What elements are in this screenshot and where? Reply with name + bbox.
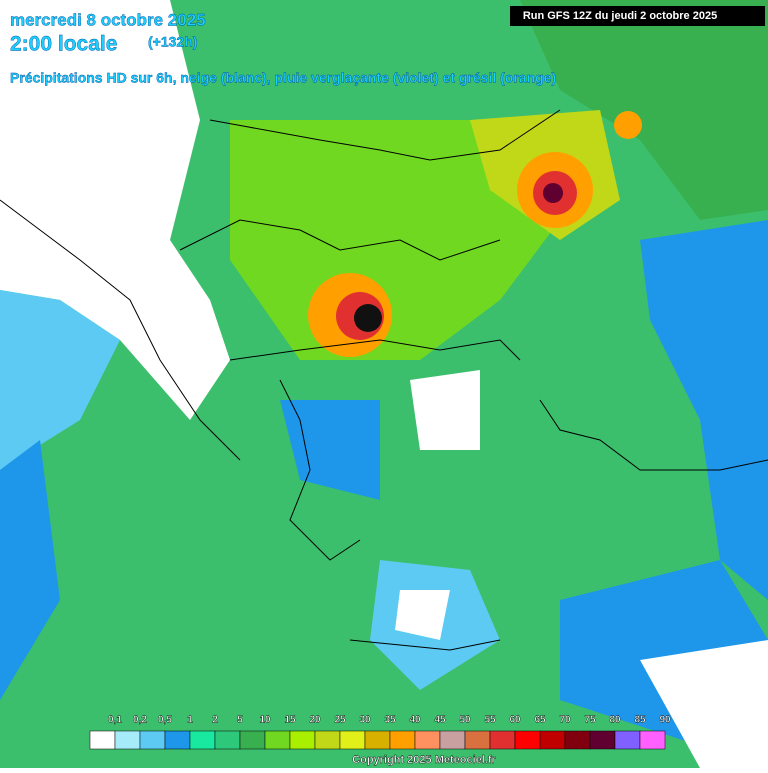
- legend-swatch: [589, 730, 616, 750]
- legend-label: 75: [584, 715, 596, 726]
- legend-label: 70: [559, 715, 571, 726]
- legend-swatch: [439, 730, 466, 750]
- legend-swatch: [614, 730, 641, 750]
- legend-swatch: [414, 730, 441, 750]
- legend-label: 30: [359, 715, 371, 726]
- legend-label: 0,1: [108, 715, 122, 726]
- legend-label: 65: [534, 715, 546, 726]
- legend-swatch: [239, 730, 266, 750]
- legend-label: 2: [212, 715, 218, 726]
- legend-swatch: [114, 730, 141, 750]
- legend-label: 80: [609, 715, 621, 726]
- date: mercredi 8 octobre 2025: [10, 10, 206, 29]
- legend-swatch: [264, 730, 291, 750]
- legend-label: 60: [509, 715, 521, 726]
- legend-label: 1: [187, 715, 193, 726]
- legend-swatch: [89, 730, 116, 750]
- legend-label: 85: [634, 715, 646, 726]
- offset: (+132h): [148, 34, 197, 50]
- legend-label: 0,2: [133, 715, 147, 726]
- borders: [0, 109, 768, 651]
- legend-swatch: [164, 730, 191, 750]
- legend-swatch: [639, 730, 666, 750]
- subtitle: Précipitations HD sur 6h, neige (blanc),…: [10, 70, 556, 86]
- copyright: Copyright 2025 Meteociel.fr: [352, 754, 496, 766]
- legend-label: 90: [659, 715, 671, 726]
- time: 2:00 locale: [10, 33, 117, 56]
- legend-label: 15: [284, 715, 296, 726]
- legend-label: 10: [259, 715, 271, 726]
- legend-label: 55: [484, 715, 496, 726]
- legend-swatch: [514, 730, 541, 750]
- legend-swatch: [489, 730, 516, 750]
- legend-label: 50: [459, 715, 471, 726]
- legend-label: 20: [309, 715, 321, 726]
- run-info: Run GFS 12Z du jeudi 2 octobre 2025: [523, 10, 717, 22]
- legend-label: 5: [237, 715, 243, 726]
- legend-swatch: [139, 730, 166, 750]
- legend-swatch: [214, 730, 241, 750]
- legend-label: 45: [434, 715, 446, 726]
- legend: 0,1 0,2 0,5 1 2 5 10 15 20 25 30 35 40 45 50 55 60 65 70 75…: [89, 714, 671, 750]
- legend-swatch: [189, 730, 216, 750]
- legend-swatch: [314, 730, 341, 750]
- run-box: [510, 6, 765, 26]
- legend-label: 25: [334, 715, 346, 726]
- legend-swatch: [289, 730, 316, 750]
- legend-swatch: [339, 730, 366, 750]
- legend-swatch: [364, 730, 391, 750]
- legend-swatch: [564, 730, 591, 750]
- legend-label: 35: [384, 715, 396, 726]
- legend-swatch: [389, 730, 416, 750]
- legend-label: 40: [409, 715, 421, 726]
- legend-swatch: [539, 730, 566, 750]
- legend-label: 0,5: [158, 715, 172, 726]
- legend-swatch: [464, 730, 491, 750]
